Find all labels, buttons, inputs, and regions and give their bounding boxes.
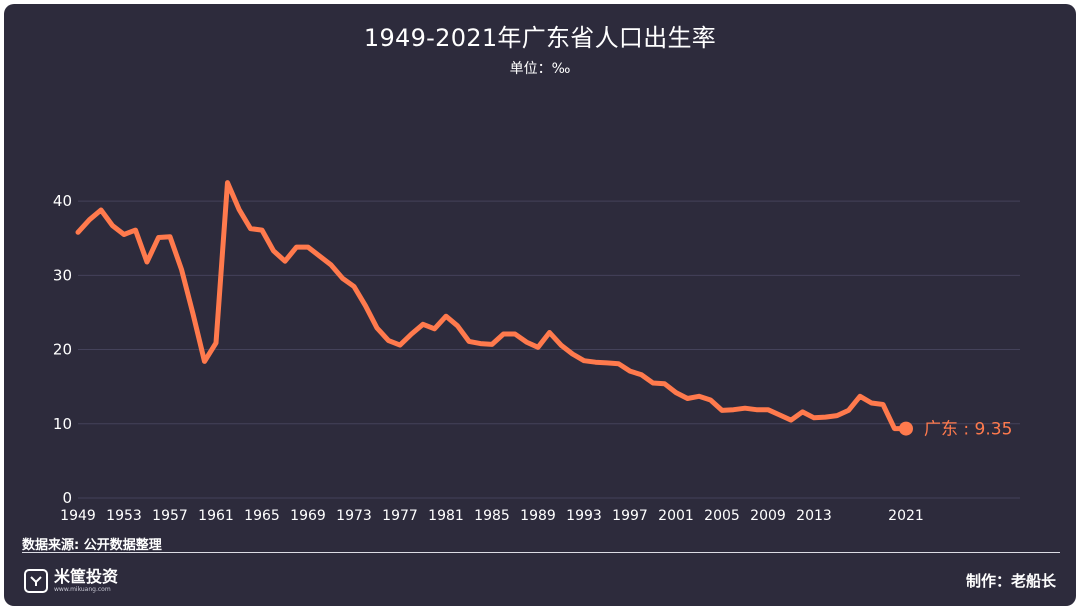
end-point-label: 广东 : 9.35: [924, 420, 1012, 440]
chart-title: 1949-2021年广东省人口出生率: [363, 24, 717, 52]
x-tick-label: 1953: [106, 508, 142, 524]
author-credit: 制作：老船长: [965, 572, 1056, 590]
y-tick-label: 40: [53, 192, 72, 210]
x-tick-label: 1949: [60, 508, 96, 524]
x-tick-label: 1993: [566, 508, 602, 524]
x-tick-label: 2013: [796, 508, 832, 524]
x-tick-label: 1985: [474, 508, 510, 524]
y-tick-label: 30: [53, 266, 72, 284]
x-tick-label: 2001: [658, 508, 694, 524]
y-tick-label: 10: [53, 415, 72, 433]
y-tick-label: 0: [62, 489, 72, 507]
line-chart: 0 10 20 30 40 1949 1953 1957 1961 1965 1969 1973 197…: [53, 180, 1020, 524]
footer-divider: [22, 552, 1060, 553]
x-tick-label: 2009: [750, 508, 786, 524]
brand-logo-icon: [24, 569, 48, 593]
x-tick-label: 1973: [336, 508, 372, 524]
x-tick-label: 1961: [198, 508, 234, 524]
brand-name: 米筐投资: [54, 567, 119, 586]
end-point-marker: [899, 421, 913, 436]
x-tick-label: 2005: [704, 508, 740, 524]
x-tick-label: 2021: [888, 508, 924, 524]
x-tick-label: 1957: [152, 508, 188, 524]
x-tick-label: 1989: [520, 508, 556, 524]
data-source: 数据来源: 公开数据整理: [22, 538, 162, 553]
x-tick-label: 1981: [428, 508, 464, 524]
chart-card: 1949-2021年广东省人口出生率 单位：‰ 0 10 20 30 40 1949 195…: [4, 4, 1076, 606]
y-tick-label: 20: [53, 341, 72, 359]
brand: 米筐投资 www.mikuang.com: [24, 566, 118, 596]
x-tick-label: 1977: [382, 508, 418, 524]
chart-subtitle: 单位：‰: [509, 61, 571, 77]
brand-url: www.mikuang.com: [54, 586, 111, 593]
x-tick-label: 1965: [244, 508, 280, 524]
series-line: [75, 180, 909, 432]
x-tick-label: 1969: [290, 508, 326, 524]
x-tick-label: 1997: [612, 508, 648, 524]
